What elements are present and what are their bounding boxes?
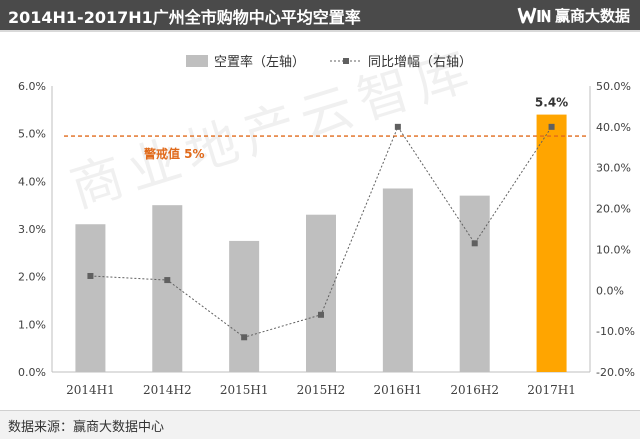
x-tick-label: 2016H2	[450, 383, 499, 397]
bar-2014H2	[152, 205, 183, 372]
y-left-tick-label: 1.0%	[18, 318, 46, 331]
bar-2014H1	[75, 224, 106, 372]
yoy-marker-2014H1	[87, 272, 94, 279]
x-tick-label: 2014H2	[143, 383, 192, 397]
yoy-marker-2014H2	[164, 277, 171, 284]
source-bar: 数据来源：赢商大数据中心	[0, 410, 640, 439]
y-right-tick-label: 0.0%	[596, 284, 624, 297]
chart-title: 2014H1-2017H1广州全市购物中心平均空置率	[8, 8, 361, 27]
y-right-tick-label: 10.0%	[596, 243, 631, 256]
y-right-tick-label: 30.0%	[596, 162, 631, 175]
winshang-logo-icon	[517, 7, 551, 24]
bar-2017H1	[536, 114, 567, 372]
brand-name: 赢商大数据	[554, 6, 630, 25]
warning-reference-label: 警戒值 5%	[143, 146, 205, 161]
vacancy-rate-chart: 0.0% 1.0% 2.0% 3.0% 4.0% 5.0% 6.0% -20.0% -10.0%…	[18, 54, 635, 397]
y-left-tick-label: 5.0%	[18, 128, 46, 141]
y-left-tick-label: 0.0%	[18, 366, 46, 379]
y-right-tick-label: -10.0%	[596, 325, 635, 338]
bar-2015H1	[229, 240, 260, 372]
y-left-tick-label: 4.0%	[18, 175, 46, 188]
legend-bar-swatch	[186, 55, 208, 67]
x-tick-label: 2015H2	[297, 383, 346, 397]
legend-line-label: 同比增幅（右轴）	[368, 55, 472, 70]
x-tick-label: 2016H1	[374, 383, 423, 397]
x-tick-label: 2014H1	[66, 383, 115, 397]
legend-line-marker	[343, 58, 349, 64]
header-divider	[0, 30, 640, 32]
y-left-tick-label: 3.0%	[18, 223, 46, 236]
yoy-marker-2016H2	[471, 240, 478, 247]
y-right-tick-label: 40.0%	[596, 121, 631, 134]
x-tick-label: 2017H1	[527, 383, 576, 397]
bar-2016H2	[459, 195, 490, 372]
bar-data-label: 5.4%	[535, 96, 568, 110]
bar-2016H1	[382, 188, 413, 372]
yoy-marker-2015H2	[318, 311, 324, 318]
bar-2015H2	[306, 214, 336, 372]
header-bar: 2014H1-2017H1广州全市购物中心平均空置率 赢商大数据	[0, 0, 640, 30]
y-right-tick-label: 50.0%	[596, 80, 631, 93]
legend-bar-label: 空置率（左轴）	[214, 54, 305, 70]
yoy-marker-2017H1	[548, 123, 555, 130]
y-right-tick-label: 20.0%	[596, 203, 631, 216]
y-right-tick-label: -20.0%	[596, 366, 635, 379]
y-left-tick-label: 6.0%	[18, 80, 46, 93]
x-tick-label: 2015H1	[220, 383, 269, 397]
yoy-marker-2015H1	[241, 334, 248, 341]
brand: 赢商大数据	[517, 4, 630, 26]
source-note: 数据来源：赢商大数据中心	[8, 420, 165, 435]
yoy-marker-2016H1	[394, 123, 401, 130]
y-left-tick-label: 2.0%	[18, 271, 46, 284]
